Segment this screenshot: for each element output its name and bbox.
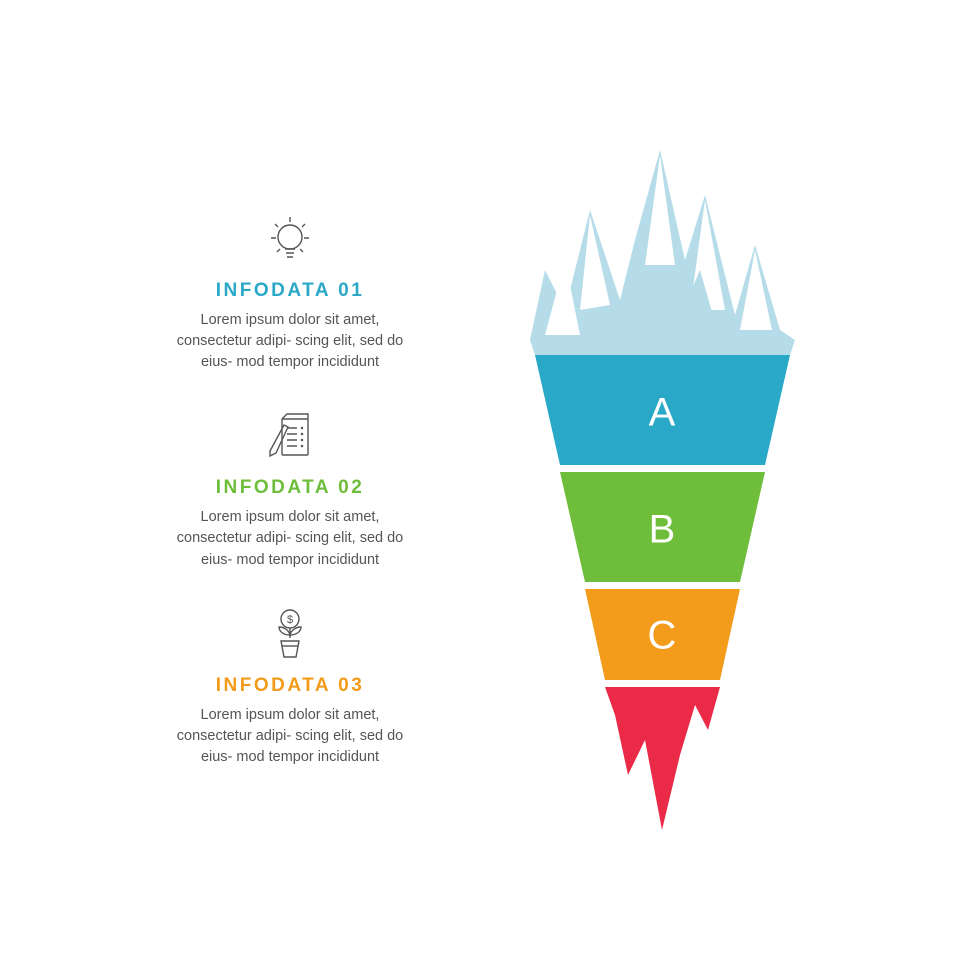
text-column: INFODATA 01 Lorem ipsum dolor sit amet, … (150, 212, 430, 767)
lightbulb-icon (150, 212, 430, 268)
iceberg-diagram: A B C (510, 100, 810, 880)
svg-text:$: $ (287, 614, 293, 626)
info-body-3: Lorem ipsum dolor sit amet, consectetur … (165, 705, 415, 768)
infographic-container: INFODATA 01 Lorem ipsum dolor sit amet, … (0, 0, 980, 980)
segment-c-letter: C (648, 614, 677, 658)
segment-a-letter: A (649, 391, 676, 435)
info-title-3: INFODATA 03 (150, 675, 430, 697)
info-body-2: Lorem ipsum dolor sit amet, consectetur … (165, 507, 415, 570)
info-item-2: INFODATA 02 Lorem ipsum dolor sit amet, … (150, 409, 430, 570)
iceberg-peaks (530, 150, 795, 355)
info-item-3: $ INFODATA 03 Lorem ipsum dolor sit amet… (150, 607, 430, 768)
info-body-1: Lorem ipsum dolor sit amet, consectetur … (165, 310, 415, 373)
document-pen-icon (150, 409, 430, 465)
iceberg-bottom (605, 687, 720, 830)
info-title-1: INFODATA 01 (150, 280, 430, 302)
info-item-1: INFODATA 01 Lorem ipsum dolor sit amet, … (150, 212, 430, 373)
info-title-2: INFODATA 02 (150, 477, 430, 499)
money-plant-icon: $ (150, 607, 430, 663)
segment-b-letter: B (649, 508, 676, 552)
